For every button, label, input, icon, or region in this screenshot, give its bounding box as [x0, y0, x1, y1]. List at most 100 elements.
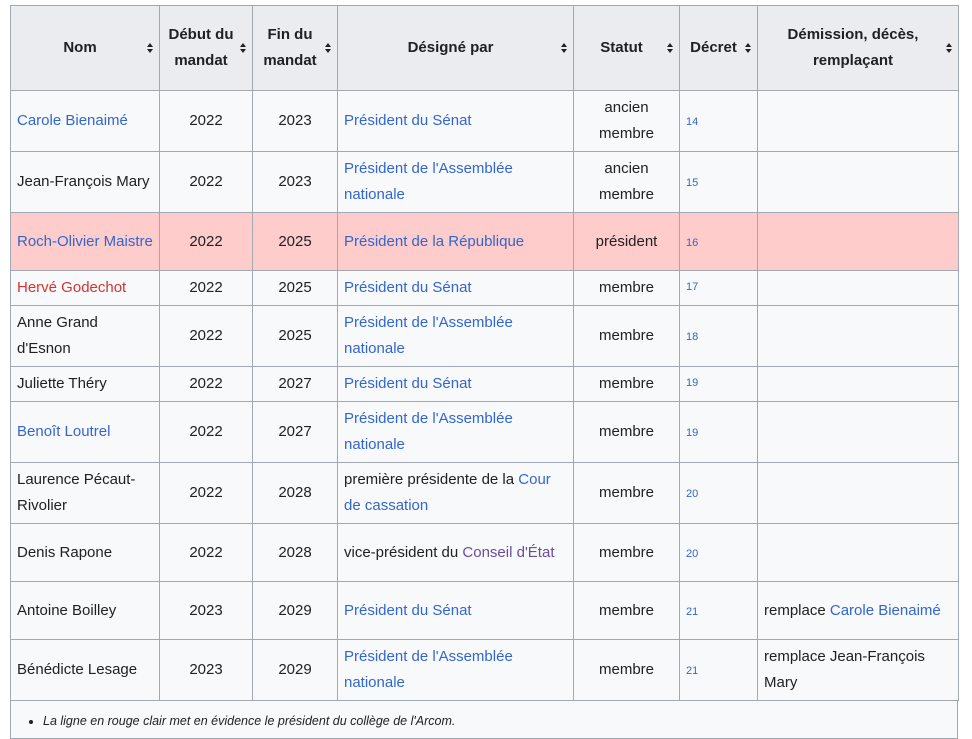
- cell-end: 2028: [252, 462, 338, 524]
- cell-start: 2022: [159, 270, 253, 306]
- table-row: Bénédicte Lesage 2023 2029 Président de …: [10, 639, 959, 701]
- member-name-link[interactable]: Carole Bienaimé: [17, 112, 128, 129]
- member-name-link[interactable]: Roch-Olivier Maistre: [17, 232, 153, 250]
- cell-replacement: remplace Carole Bienaimé: [757, 581, 959, 640]
- cell-decree: 20: [679, 523, 758, 582]
- column-header-designe[interactable]: Désigné par: [337, 5, 574, 91]
- column-header-statut[interactable]: Statut: [573, 5, 680, 91]
- decree-reference-link[interactable]: 18: [686, 331, 699, 343]
- member-name-redlink[interactable]: Hervé Godechot: [17, 279, 127, 296]
- replacement-prefix: remplace: [764, 601, 830, 619]
- sort-arrows-icon[interactable]: [239, 42, 247, 54]
- cell-appointer: Président du Sénat: [337, 366, 574, 402]
- cell-decree: 15: [679, 151, 758, 213]
- header-label: Démission, décès, remplaçant: [787, 26, 919, 69]
- appointer-link[interactable]: Président de l'Assemblée nationale: [344, 410, 513, 453]
- cell-start: 2022: [159, 523, 253, 582]
- cell-status: membre: [573, 581, 680, 640]
- decree-reference-link[interactable]: 21: [686, 665, 699, 677]
- cell-replacement: [757, 212, 959, 271]
- cell-decree: 19: [679, 401, 758, 463]
- cell-appointer: vice-président du Conseil d'État: [337, 523, 574, 582]
- cell-end: 2027: [252, 366, 338, 402]
- cell-appointer: Président de l'Assemblée nationale: [337, 639, 574, 701]
- cell-status: ancien membre: [573, 151, 680, 213]
- appointer-link[interactable]: Président du Sénat: [344, 279, 472, 296]
- cell-appointer: première présidente de la Cour de cassat…: [337, 462, 574, 524]
- appointer-link[interactable]: Président de l'Assemblée nationale: [344, 648, 513, 691]
- cell-replacement: [757, 270, 959, 306]
- column-header-demission[interactable]: Démission, décès, remplaçant: [757, 5, 959, 91]
- header-label: Désigné par: [407, 39, 494, 56]
- cell-end: 2025: [252, 212, 338, 271]
- appointer-link[interactable]: Président du Sénat: [344, 601, 472, 619]
- cell-end: 2025: [252, 305, 338, 367]
- table-row: Juliette Théry 2022 2027 Président du Sé…: [10, 366, 959, 402]
- cell-end: 2025: [252, 270, 338, 306]
- cell-decree: 18: [679, 305, 758, 367]
- arcom-members-table-container: Nom Début du mandat Fin du mandat Désign…: [10, 5, 959, 739]
- cell-replacement: [757, 366, 959, 402]
- cell-decree: 14: [679, 90, 758, 152]
- appointer-link[interactable]: Président de la République: [344, 232, 525, 250]
- cell-name: Anne Grand d'Esnon: [10, 305, 160, 367]
- cell-appointer: Président de la République: [337, 212, 574, 271]
- appointer-link[interactable]: Président de l'Assemblée nationale: [344, 314, 513, 357]
- decree-reference-link[interactable]: 21: [686, 605, 699, 618]
- decree-reference-link[interactable]: 15: [686, 177, 699, 189]
- column-header-nom[interactable]: Nom: [10, 5, 160, 91]
- cell-decree: 16: [679, 212, 758, 271]
- appointer-link[interactable]: Président de l'Assemblée nationale: [344, 160, 513, 203]
- decree-reference-link[interactable]: 16: [686, 236, 699, 249]
- decree-reference-link[interactable]: 20: [686, 547, 699, 560]
- column-header-fin[interactable]: Fin du mandat: [252, 5, 338, 91]
- cell-appointer: Président de l'Assemblée nationale: [337, 151, 574, 213]
- sort-arrows-icon[interactable]: [146, 42, 154, 54]
- cell-replacement: [757, 90, 959, 152]
- cell-start: 2022: [159, 212, 253, 271]
- sort-arrows-icon[interactable]: [666, 42, 674, 54]
- table-footnote: La ligne en rouge clair met en évidence …: [10, 701, 958, 739]
- cell-name: Antoine Boilley: [10, 581, 160, 640]
- cell-name: Benoît Loutrel: [10, 401, 160, 463]
- cell-name: Juliette Théry: [10, 366, 160, 402]
- decree-reference-link[interactable]: 20: [686, 488, 699, 500]
- column-header-debut[interactable]: Début du mandat: [159, 5, 253, 91]
- sort-arrows-icon[interactable]: [945, 42, 953, 54]
- table-row: Carole Bienaimé 2022 2023 Président du S…: [10, 90, 959, 152]
- sort-arrows-icon[interactable]: [744, 42, 752, 54]
- cell-replacement: [757, 401, 959, 463]
- cell-end: 2028: [252, 523, 338, 582]
- cell-decree: 21: [679, 639, 758, 701]
- cell-replacement: [757, 305, 959, 367]
- cell-status: membre: [573, 401, 680, 463]
- sort-arrows-icon[interactable]: [560, 42, 568, 54]
- cell-status: membre: [573, 523, 680, 582]
- sort-arrows-icon[interactable]: [324, 42, 332, 54]
- appointer-link[interactable]: Président du Sénat: [344, 375, 472, 392]
- appointer-link[interactable]: Président du Sénat: [344, 112, 472, 129]
- header-label: Début du mandat: [168, 26, 234, 69]
- replacement-link[interactable]: Carole Bienaimé: [829, 601, 941, 619]
- appointer-link[interactable]: Conseil d'État: [462, 543, 555, 561]
- column-header-decret[interactable]: Décret: [679, 5, 758, 91]
- table-row: Laurence Pécaut-Rivolier 2022 2028 premi…: [10, 462, 959, 524]
- member-name-link[interactable]: Benoît Loutrel: [17, 423, 111, 440]
- table-row: Hervé Godechot 2022 2025 Président du Sé…: [10, 270, 959, 306]
- cell-start: 2023: [159, 639, 253, 701]
- header-label: Statut: [600, 39, 643, 56]
- decree-reference-link[interactable]: 19: [686, 427, 699, 439]
- cell-decree: 21: [679, 581, 758, 640]
- decree-reference-link[interactable]: 19: [686, 377, 699, 389]
- cell-appointer: Président du Sénat: [337, 270, 574, 306]
- cell-name: Hervé Godechot: [10, 270, 160, 306]
- table-row: Antoine Boilley 2023 2029 Président du S…: [10, 581, 959, 640]
- cell-end: 2027: [252, 401, 338, 463]
- appointer-link[interactable]: Cour de cassation: [344, 471, 551, 514]
- decree-reference-link[interactable]: 17: [686, 281, 699, 293]
- cell-replacement: [757, 151, 959, 213]
- cell-start: 2023: [159, 581, 253, 640]
- cell-status: membre: [573, 462, 680, 524]
- decree-reference-link[interactable]: 14: [686, 116, 699, 128]
- appointer-prefix: vice-président du: [344, 543, 463, 561]
